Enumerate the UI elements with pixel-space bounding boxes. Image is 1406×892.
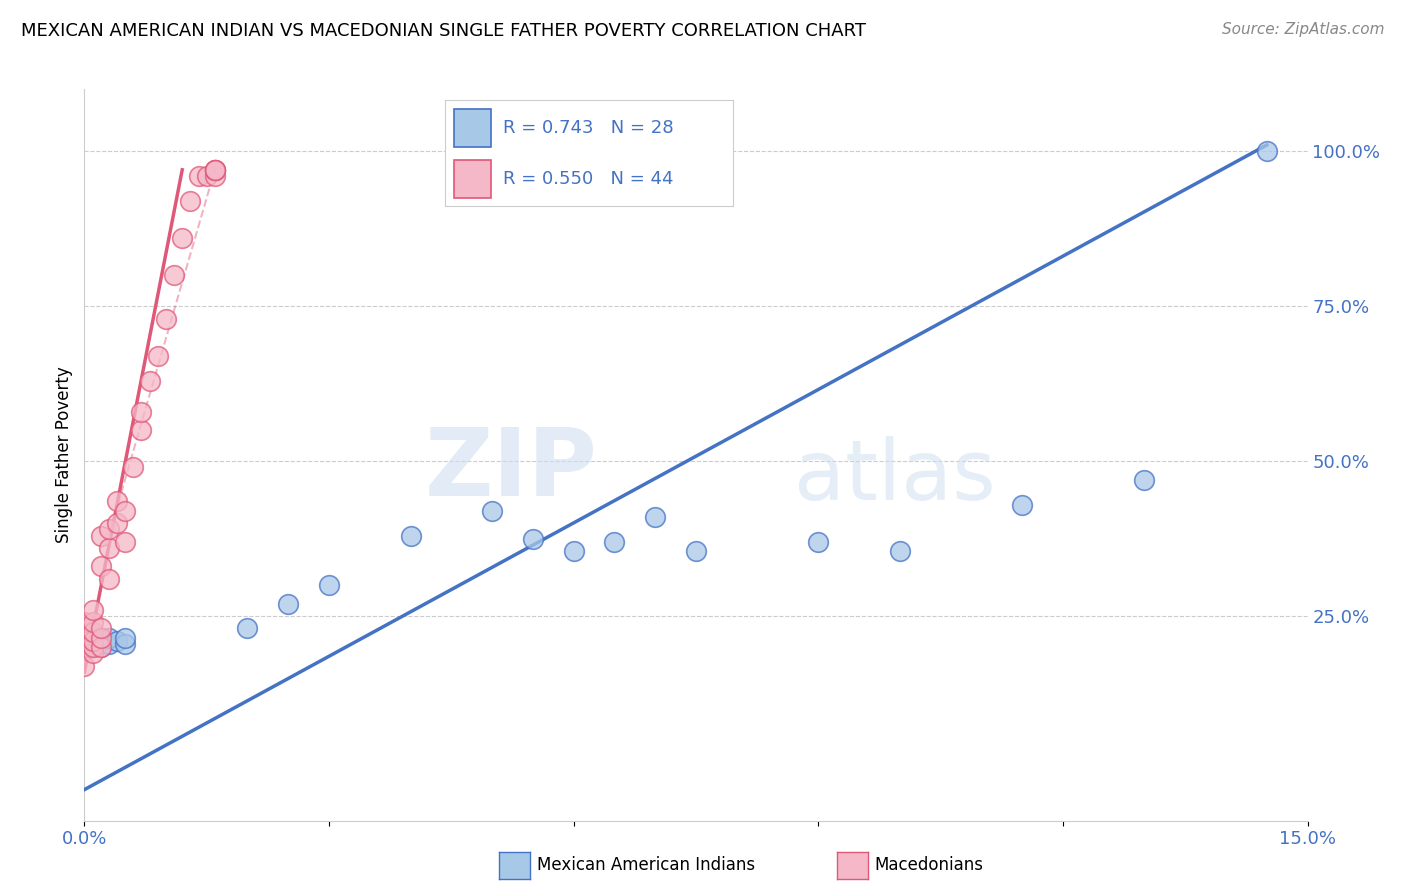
- Point: [179, 194, 201, 208]
- Point: [1256, 144, 1278, 158]
- Point: [82, 646, 104, 660]
- Point: [90, 633, 112, 648]
- Point: [204, 162, 226, 177]
- Point: [187, 169, 209, 183]
- Point: [172, 231, 194, 245]
- Point: [195, 169, 218, 183]
- Point: [685, 544, 707, 558]
- Point: [163, 268, 186, 282]
- Point: [73, 658, 96, 673]
- Point: [73, 640, 96, 654]
- Point: [82, 631, 104, 645]
- Text: Mexican American Indians: Mexican American Indians: [537, 856, 755, 874]
- Point: [277, 597, 299, 611]
- Point: [1133, 473, 1156, 487]
- Point: [146, 349, 169, 363]
- Point: [73, 622, 96, 636]
- Point: [114, 631, 136, 645]
- Point: [131, 423, 153, 437]
- Point: [73, 633, 96, 648]
- Point: [73, 637, 96, 651]
- Point: [114, 637, 136, 651]
- Point: [82, 633, 104, 648]
- Point: [603, 534, 626, 549]
- Point: [204, 162, 226, 177]
- Point: [90, 640, 112, 654]
- Point: [114, 504, 136, 518]
- Text: Source: ZipAtlas.com: Source: ZipAtlas.com: [1222, 22, 1385, 37]
- Point: [73, 628, 96, 642]
- Point: [82, 640, 104, 654]
- Text: ZIP: ZIP: [425, 424, 598, 516]
- Text: Macedonians: Macedonians: [875, 856, 984, 874]
- Point: [90, 528, 112, 542]
- Point: [105, 516, 128, 530]
- Text: MEXICAN AMERICAN INDIAN VS MACEDONIAN SINGLE FATHER POVERTY CORRELATION CHART: MEXICAN AMERICAN INDIAN VS MACEDONIAN SI…: [21, 22, 866, 40]
- Point: [90, 631, 112, 645]
- Point: [73, 633, 96, 648]
- Point: [562, 544, 585, 558]
- Point: [73, 624, 96, 639]
- Point: [73, 643, 96, 657]
- Point: [644, 509, 666, 524]
- Point: [82, 633, 104, 648]
- Point: [399, 528, 422, 542]
- Point: [204, 162, 226, 177]
- Point: [73, 615, 96, 630]
- Point: [522, 532, 544, 546]
- Point: [105, 494, 128, 508]
- Point: [204, 169, 226, 183]
- Point: [90, 559, 112, 574]
- Point: [481, 504, 503, 518]
- Point: [97, 522, 120, 536]
- Point: [90, 640, 112, 654]
- Point: [73, 640, 96, 654]
- Point: [105, 633, 128, 648]
- Point: [90, 631, 112, 645]
- Y-axis label: Single Father Poverty: Single Father Poverty: [55, 367, 73, 543]
- Point: [90, 622, 112, 636]
- Point: [97, 631, 120, 645]
- Point: [236, 622, 259, 636]
- Text: atlas: atlas: [794, 436, 995, 517]
- Point: [204, 162, 226, 177]
- Point: [131, 404, 153, 418]
- Point: [1011, 498, 1033, 512]
- Point: [97, 637, 120, 651]
- Point: [155, 311, 177, 326]
- Point: [114, 534, 136, 549]
- Point: [807, 534, 830, 549]
- Point: [122, 460, 145, 475]
- Point: [82, 615, 104, 630]
- Point: [97, 572, 120, 586]
- Point: [889, 544, 911, 558]
- Point: [82, 603, 104, 617]
- Point: [318, 578, 340, 592]
- Point: [82, 624, 104, 639]
- Point: [73, 631, 96, 645]
- Point: [138, 374, 160, 388]
- Point: [82, 640, 104, 654]
- Point: [97, 541, 120, 555]
